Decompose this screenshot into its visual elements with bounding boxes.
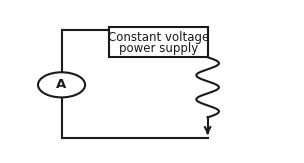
Text: Constant voltage: Constant voltage xyxy=(108,31,209,44)
FancyBboxPatch shape xyxy=(109,27,208,57)
Circle shape xyxy=(38,72,85,97)
Text: A: A xyxy=(57,78,67,91)
Text: power supply: power supply xyxy=(119,42,198,55)
